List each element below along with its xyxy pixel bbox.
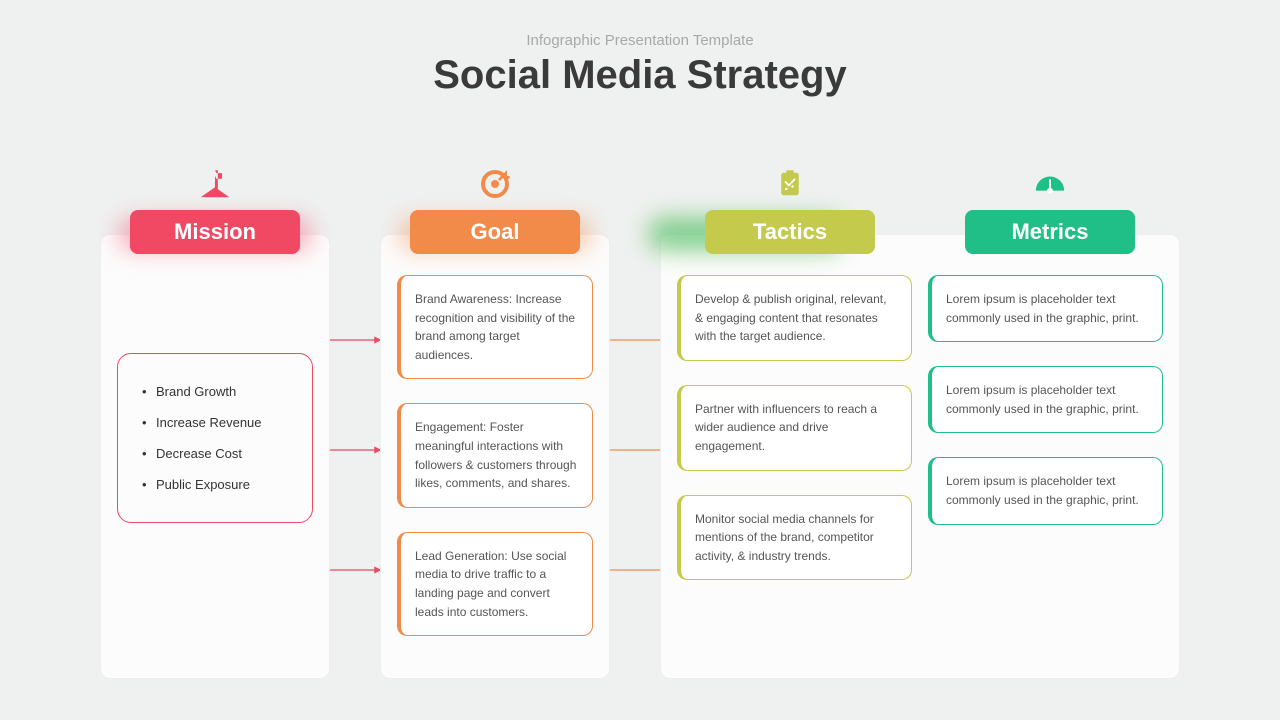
column-header-mission: Mission — [130, 210, 300, 254]
tactics-card: Develop & publish original, relevant, & … — [677, 275, 912, 361]
metrics-card: Lorem ipsum is placeholder text commonly… — [928, 366, 1163, 433]
metrics-card: Lorem ipsum is placeholder text commonly… — [928, 457, 1163, 524]
panel-mission: Brand Growth Increase Revenue Decrease C… — [100, 234, 330, 679]
mission-box: Brand Growth Increase Revenue Decrease C… — [117, 353, 313, 523]
column-goal: Goal Brand Awareness: Increase recogniti… — [380, 155, 610, 679]
tactics-card: Partner with influencers to reach a wide… — [677, 385, 912, 471]
gauge-icon — [1033, 155, 1067, 200]
columns-container: Mission Brand Growth Increase Revenue De… — [0, 155, 1280, 679]
goal-card: Engagement: Foster meaningful interactio… — [397, 403, 593, 507]
page-header: Infographic Presentation Template Social… — [0, 0, 1280, 98]
mission-bullet: Increase Revenue — [142, 407, 292, 438]
column-header-goal: Goal — [410, 210, 580, 254]
page-title: Social Media Strategy — [0, 53, 1280, 98]
target-icon — [479, 155, 511, 200]
column-tactics-metrics: Tactics Metrics Develop & publish origin… — [660, 155, 1180, 679]
mountain-flag-icon — [198, 155, 232, 200]
tactics-card: Monitor social media channels for mentio… — [677, 495, 912, 581]
mission-bullet: Public Exposure — [142, 469, 292, 500]
column-header-metrics: Metrics — [965, 210, 1135, 254]
goal-card: Lead Generation: Use social media to dri… — [397, 532, 593, 636]
column-mission: Mission Brand Growth Increase Revenue De… — [100, 155, 330, 679]
mission-bullet: Brand Growth — [142, 376, 292, 407]
goal-card: Brand Awareness: Increase recognition an… — [397, 275, 593, 379]
panel-tactics-metrics: Develop & publish original, relevant, & … — [660, 234, 1180, 679]
panel-goal: Brand Awareness: Increase recognition an… — [380, 234, 610, 679]
page-subtitle: Infographic Presentation Template — [0, 32, 1280, 49]
mission-bullet: Decrease Cost — [142, 438, 292, 469]
metrics-card: Lorem ipsum is placeholder text commonly… — [928, 275, 1163, 342]
clipboard-strategy-icon — [775, 155, 805, 200]
column-header-tactics: Tactics — [705, 210, 875, 254]
